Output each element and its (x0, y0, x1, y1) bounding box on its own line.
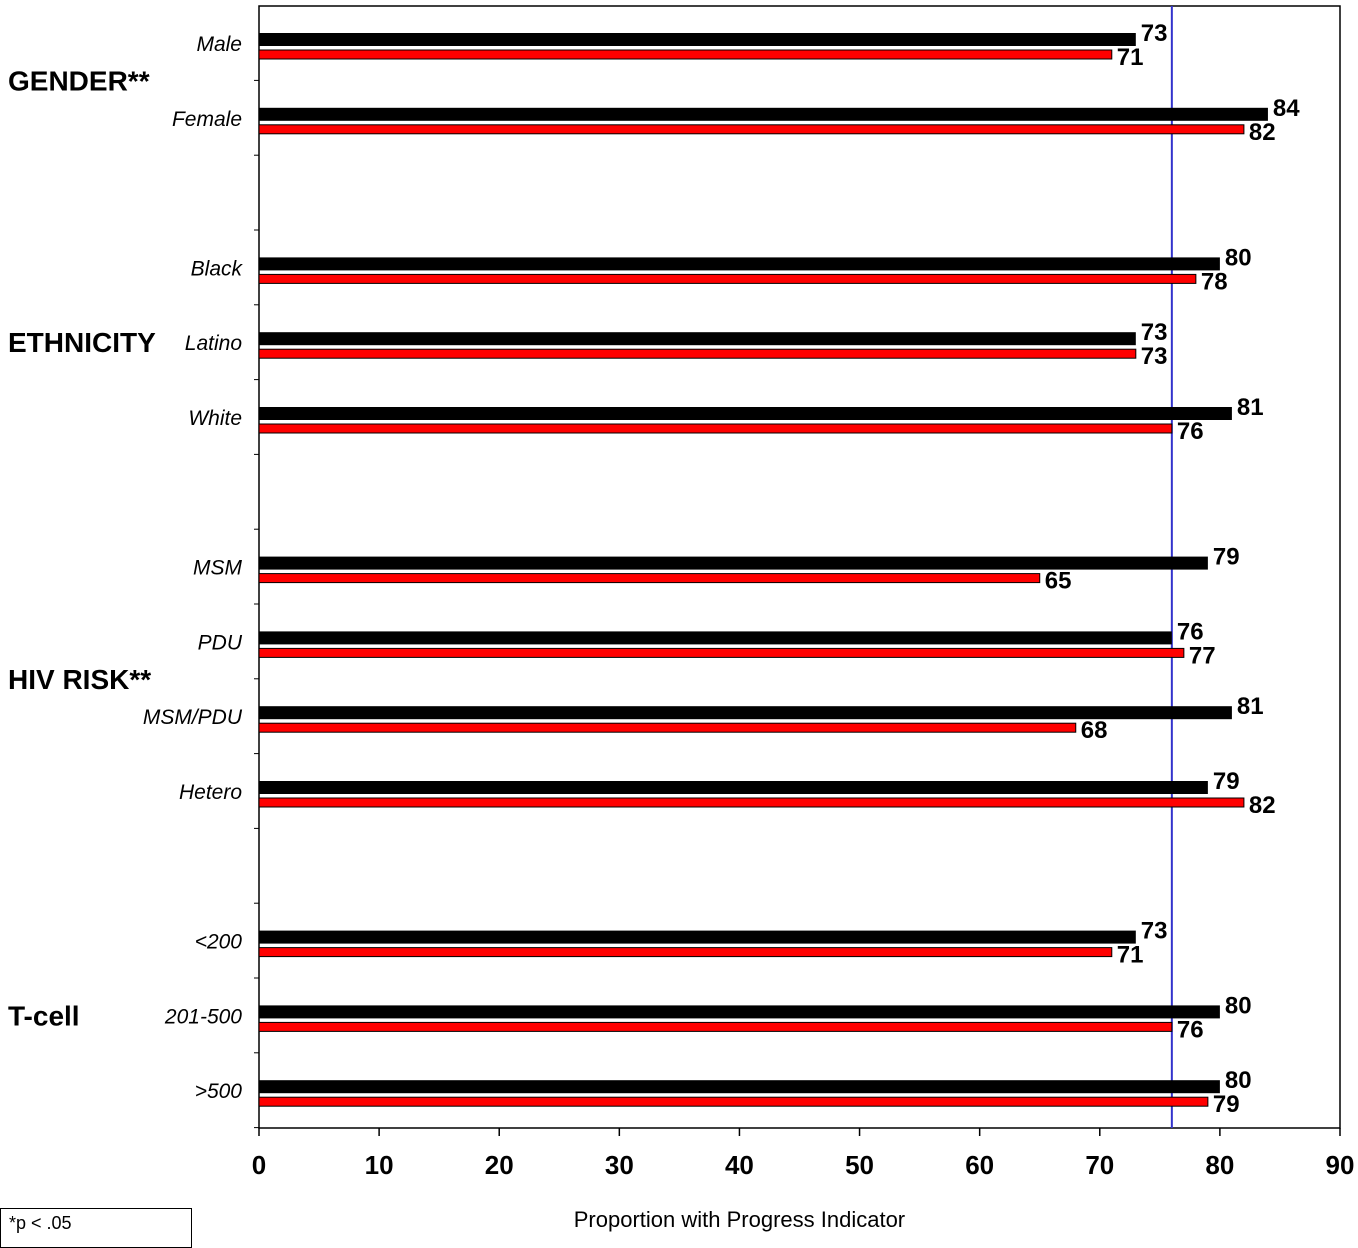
bar-series-1 (259, 332, 1136, 346)
bar-series-2 (258, 647, 1185, 658)
value-label-series-1: 76 (1177, 618, 1204, 645)
category-label: MSM/PDU (143, 706, 243, 729)
footnote-text: *p < .05 (9, 1213, 72, 1233)
x-tick-label: 20 (485, 1150, 514, 1180)
x-tick-label: 10 (365, 1150, 394, 1180)
bar-series-1 (259, 1080, 1220, 1094)
category-label: Hetero (179, 781, 242, 804)
bar-series-2 (258, 947, 1113, 958)
x-tick-label: 90 (1326, 1150, 1355, 1180)
value-label-series-2: 68 (1081, 717, 1108, 744)
bar-series-2 (258, 348, 1137, 359)
value-label-series-1: 81 (1237, 394, 1264, 421)
bar-series-1 (259, 107, 1268, 121)
bar-series-2 (258, 273, 1197, 284)
value-label-series-2: 79 (1213, 1091, 1240, 1118)
bar-series-2 (258, 49, 1113, 60)
bar-series-1 (259, 556, 1208, 570)
value-label-series-1: 84 (1273, 95, 1300, 122)
bar-series-1 (259, 1005, 1220, 1019)
value-label-series-1: 73 (1141, 319, 1168, 346)
bar-series-1 (259, 33, 1136, 46)
bar-series-1 (259, 930, 1136, 944)
category-label: >500 (195, 1080, 243, 1103)
category-label: Latino (185, 332, 243, 355)
value-label-series-2: 76 (1177, 418, 1204, 445)
footnote-box: *p < .05 (0, 1208, 192, 1248)
value-label-series-2: 77 (1189, 642, 1216, 669)
x-tick-label: 40 (725, 1150, 754, 1180)
x-tick-label: 80 (1205, 1150, 1234, 1180)
category-label: <200 (195, 931, 243, 954)
bar-series-1 (259, 257, 1220, 271)
value-label-series-1: 73 (1141, 20, 1168, 47)
value-label-series-2: 71 (1117, 942, 1144, 969)
value-label-series-2: 73 (1141, 343, 1168, 370)
x-axis-title: Proportion with Progress Indicator (574, 1207, 905, 1232)
bar-series-2 (258, 1021, 1173, 1032)
group-label: GENDER** (8, 65, 150, 96)
bar-series-2 (258, 1096, 1209, 1107)
value-label-series-2: 65 (1045, 568, 1072, 595)
bar-series-2 (258, 722, 1077, 733)
x-tick-label: 0 (252, 1150, 266, 1180)
value-label-series-1: 80 (1225, 992, 1252, 1019)
group-label: ETHNICITY (8, 327, 156, 358)
value-label-series-2: 82 (1249, 119, 1276, 146)
bar-series-1 (259, 781, 1208, 794)
value-label-series-1: 79 (1213, 544, 1240, 571)
bar-series-2 (258, 423, 1173, 434)
bar-series-2 (258, 573, 1041, 584)
category-label: MSM (193, 557, 243, 580)
group-label: HIV RISK** (8, 664, 151, 695)
value-label-series-2: 71 (1117, 44, 1144, 71)
category-label: 201-500 (164, 1005, 242, 1028)
value-label-series-2: 78 (1201, 268, 1228, 295)
x-tick-label: 60 (965, 1150, 994, 1180)
x-tick-label: 50 (845, 1150, 874, 1180)
value-label-series-1: 73 (1141, 918, 1168, 945)
bar-series-2 (258, 797, 1245, 808)
category-label: Male (196, 33, 242, 56)
value-label-series-1: 80 (1225, 1067, 1252, 1094)
value-label-series-1: 81 (1237, 693, 1264, 720)
category-label: Female (172, 108, 242, 131)
category-label: PDU (198, 631, 243, 654)
bar-series-2 (258, 124, 1245, 135)
bar-series-1 (259, 706, 1232, 720)
group-label: T-cell (8, 1000, 80, 1031)
value-label-series-2: 76 (1177, 1016, 1204, 1043)
value-label-series-1: 79 (1213, 768, 1240, 795)
value-label-series-1: 80 (1225, 244, 1252, 271)
bar-series-1 (259, 631, 1172, 645)
category-label: Black (191, 257, 244, 280)
x-tick-label: 70 (1085, 1150, 1114, 1180)
value-label-series-2: 82 (1249, 792, 1276, 819)
bar-series-1 (259, 407, 1232, 420)
category-label: White (188, 407, 242, 430)
x-tick-label: 30 (605, 1150, 634, 1180)
